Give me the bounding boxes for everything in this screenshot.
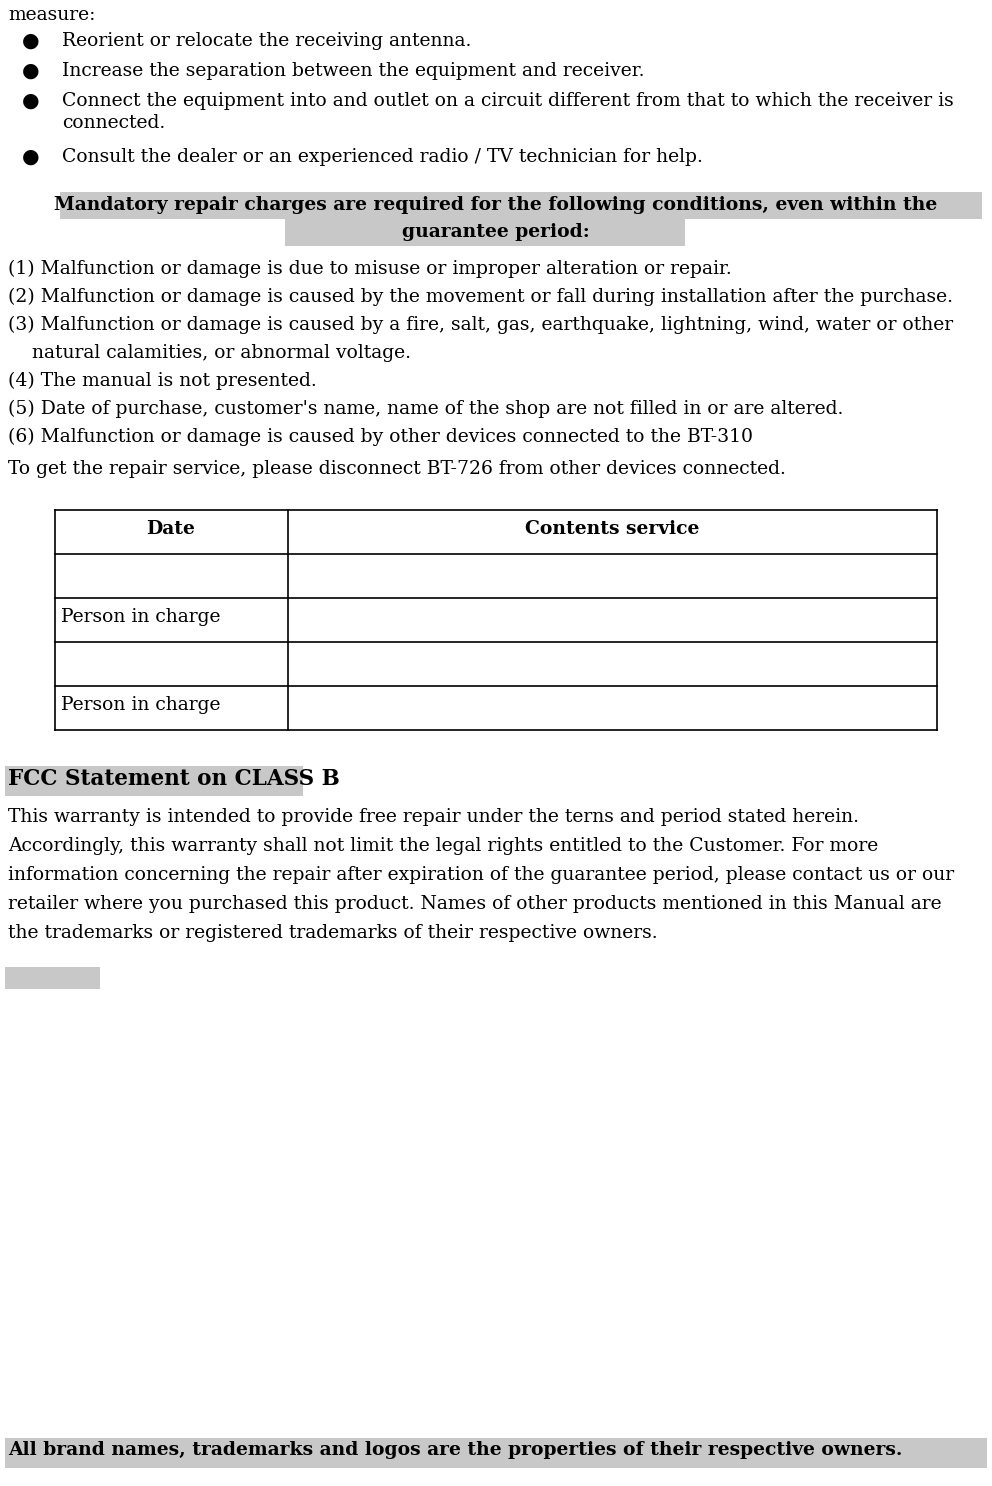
Text: ●: ●	[22, 92, 40, 111]
Text: the trademarks or registered trademarks of their respective owners.: the trademarks or registered trademarks …	[8, 924, 658, 942]
Text: Accordingly, this warranty shall not limit the legal rights entitled to the Cust: Accordingly, this warranty shall not lim…	[8, 837, 878, 854]
Text: connected.: connected.	[62, 114, 166, 132]
Text: Mandatory repair charges are required for the following conditions, even within : Mandatory repair charges are required fo…	[55, 196, 937, 214]
Text: To get the repair service, please disconnect BT-726 from other devices connected: To get the repair service, please discon…	[8, 461, 786, 478]
Text: All brand names, trademarks and logos are the properties of their respective own: All brand names, trademarks and logos ar…	[8, 1441, 903, 1459]
Text: (1) Malfunction or damage is due to misuse or improper alteration or repair.: (1) Malfunction or damage is due to misu…	[8, 260, 732, 278]
Text: This warranty is intended to provide free repair under the terns and period stat: This warranty is intended to provide fre…	[8, 808, 859, 826]
Text: Consult the dealer or an experienced radio / TV technician for help.: Consult the dealer or an experienced rad…	[62, 149, 703, 166]
Text: Reorient or relocate the receiving antenna.: Reorient or relocate the receiving anten…	[62, 33, 471, 51]
Bar	[285, 218, 685, 247]
Text: Connect the equipment into and outlet on a circuit different from that to which : Connect the equipment into and outlet on…	[62, 92, 953, 110]
Text: ●: ●	[22, 62, 40, 82]
Text: retailer where you purchased this product. Names of other products mentioned in : retailer where you purchased this produc…	[8, 895, 941, 912]
Text: Increase the separation between the equipment and receiver.: Increase the separation between the equi…	[62, 62, 645, 80]
Text: (6) Malfunction or damage is caused by other devices connected to the BT-310: (6) Malfunction or damage is caused by o…	[8, 428, 753, 446]
Text: Contents service: Contents service	[525, 520, 699, 538]
Text: ●: ●	[22, 33, 40, 51]
Text: measure:: measure:	[8, 6, 95, 24]
Text: (3) Malfunction or damage is caused by a fire, salt, gas, earthquake, lightning,: (3) Malfunction or damage is caused by a…	[8, 317, 953, 334]
Text: ●: ●	[22, 149, 40, 166]
Text: Date: Date	[147, 520, 195, 538]
Text: (4) The manual is not presented.: (4) The manual is not presented.	[8, 372, 316, 391]
Bar	[60, 192, 982, 218]
Text: (2) Malfunction or damage is caused by the movement or fall during installation : (2) Malfunction or damage is caused by t…	[8, 288, 953, 306]
Text: Person in charge: Person in charge	[61, 695, 220, 713]
Bar	[5, 967, 100, 990]
Bar	[5, 765, 303, 796]
Text: FCC Statement on CLASS B: FCC Statement on CLASS B	[8, 768, 339, 791]
Bar	[5, 1438, 987, 1468]
Text: Person in charge: Person in charge	[61, 608, 220, 626]
Text: natural calamities, or abnormal voltage.: natural calamities, or abnormal voltage.	[8, 343, 411, 363]
Text: (5) Date of purchase, customer's name, name of the shop are not filled in or are: (5) Date of purchase, customer's name, n…	[8, 400, 843, 418]
Text: information concerning the repair after expiration of the guarantee period, plea: information concerning the repair after …	[8, 866, 954, 884]
Text: guarantee period:: guarantee period:	[402, 223, 590, 241]
